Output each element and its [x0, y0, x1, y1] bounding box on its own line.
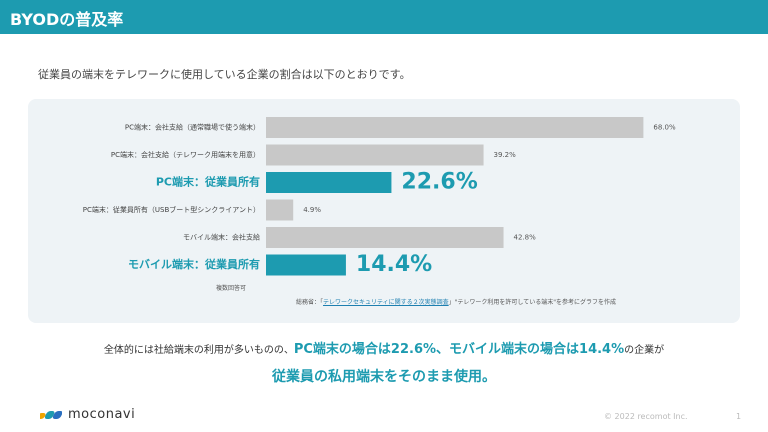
source-link[interactable]: テレワークセキュリティに関する２次実態調査 — [323, 299, 449, 306]
category-label: モバイル端末：会社支給 — [183, 233, 260, 242]
source-suffix: 」"テレワーク利用を許可している端末"を参考にグラフを作成 — [448, 299, 617, 306]
bar — [266, 144, 484, 166]
value-label: 39.2% — [494, 151, 517, 159]
category-label: PC端末：従業員所有（USBブート型シンクライアント） — [83, 205, 260, 214]
value-label: 14.4% — [356, 252, 432, 277]
logo-mark-icon — [40, 410, 62, 419]
chart-panel: PC端末：会社支給（通常職場で使う端末） 68.0% PC端末：会社支給（テレワーク… — [28, 99, 740, 323]
summary-line-2: 従業員の私用端末をそのまま使用。 — [272, 369, 496, 385]
category-label: PC端末：会社支給（テレワーク用端末を用意） — [111, 150, 260, 159]
bar — [266, 172, 392, 193]
value-label: 4.9% — [303, 206, 321, 214]
summary-emphasis: PC端末の場合は22.6%、モバイル端末の場合は14.4% — [293, 342, 625, 357]
chart-note: 複数回答可 — [216, 285, 247, 292]
summary-part2: の企業が — [624, 345, 665, 356]
copyright: © 2022 recomot Inc. — [604, 412, 688, 421]
page-title: BYODの普及率 — [10, 10, 124, 29]
value-label: 42.8% — [514, 234, 537, 242]
value-label: 22.6% — [401, 170, 477, 195]
moconavi-logo: moconavi — [40, 407, 135, 422]
category-label: PC端末：会社支給（通常職場で使う端末） — [125, 123, 260, 132]
source-prefix: 総務省：「 — [296, 299, 324, 306]
bar — [266, 117, 644, 138]
bar — [266, 254, 346, 276]
bar-chart: PC端末：会社支給（通常職場で使う端末） 68.0% PC端末：会社支給（テレワーク… — [83, 117, 676, 277]
bar — [266, 227, 504, 248]
category-label: モバイル端末：従業員所有 — [128, 257, 260, 271]
page-number: 1 — [736, 412, 742, 421]
header-bar: BYODの普及率 — [0, 0, 768, 34]
value-label: 68.0% — [653, 124, 676, 132]
summary-part1: 全体的には社給端末の利用が多いものの、 — [103, 345, 294, 356]
bar — [266, 199, 294, 221]
logo-wordmark: moconavi — [68, 407, 136, 422]
summary-line-1: 全体的には社給端末の利用が多いものの、PC端末の場合は22.6%、モバイル端末の… — [0, 338, 768, 357]
source-citation: 総務省：「テレワークセキュリティに関する２次実態調査」"テレワーク利用を許可して… — [296, 297, 616, 306]
category-label: PC端末：従業員所有 — [156, 175, 260, 189]
lead-text: 従業員の端末をテレワークに使用している企業の割合は以下のとおりです。 — [38, 68, 411, 81]
